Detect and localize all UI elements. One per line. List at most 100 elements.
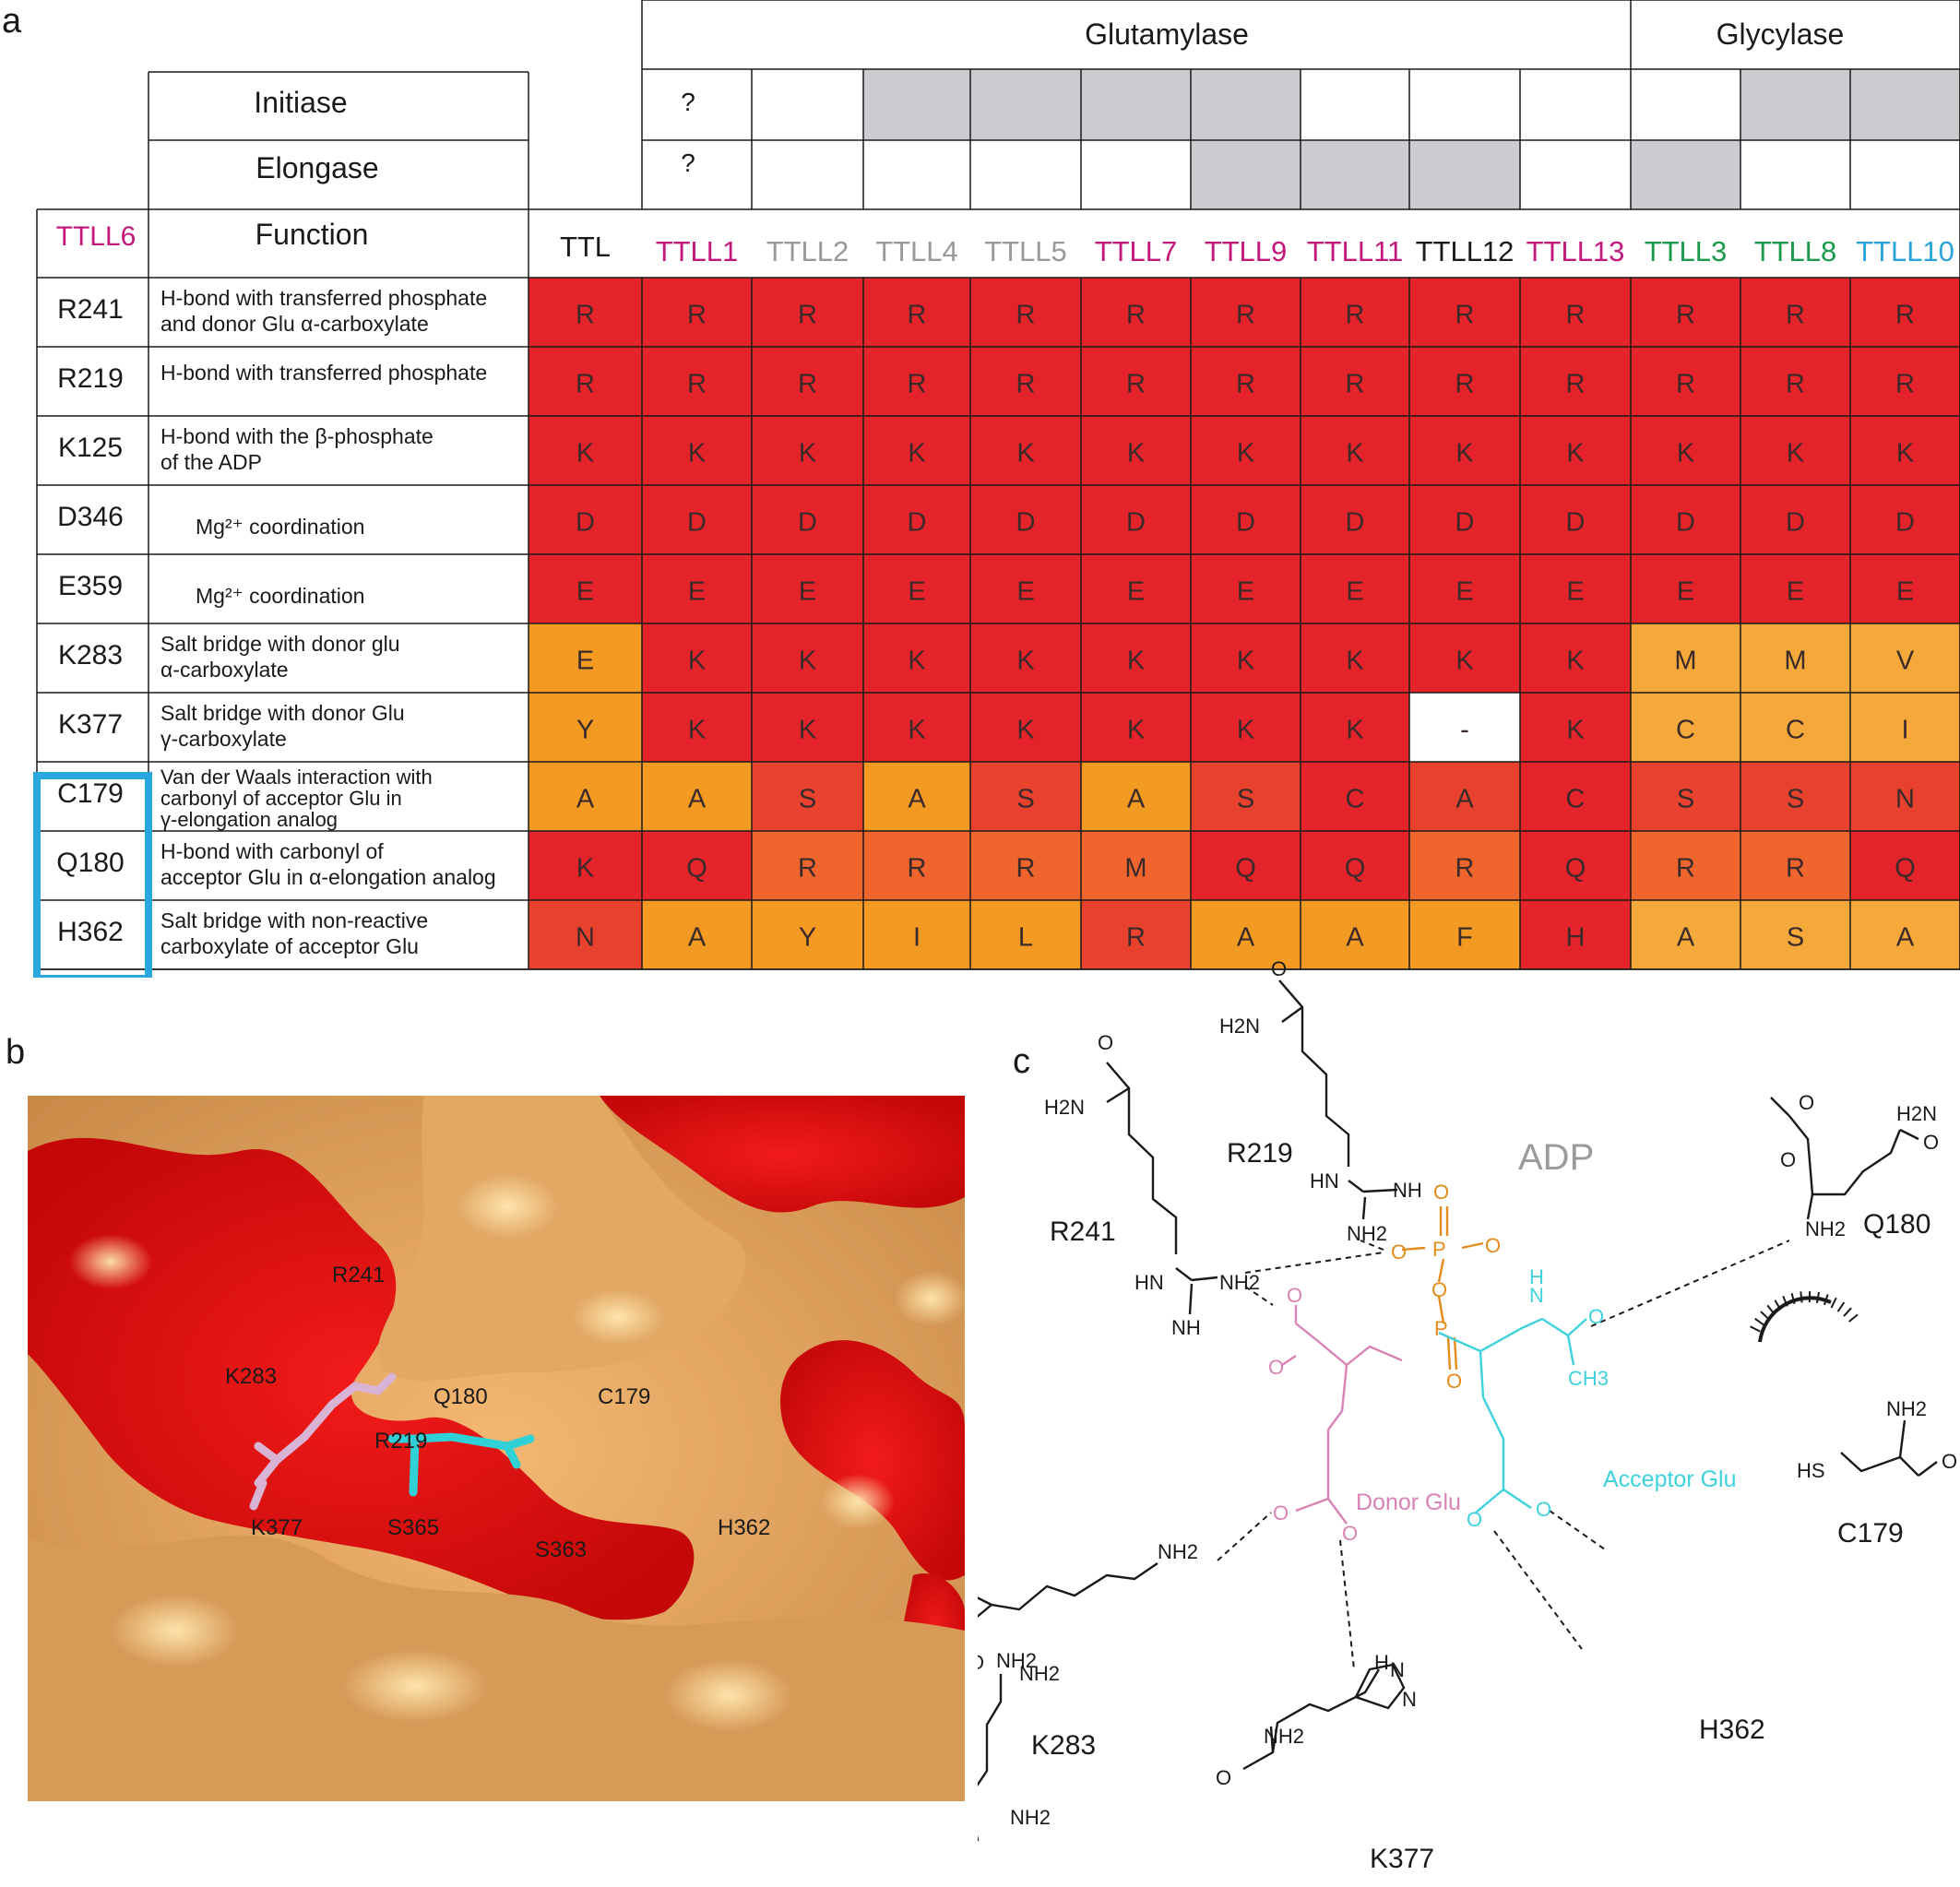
residue-cell <box>1850 416 1960 485</box>
residue-cell <box>1409 485 1520 554</box>
function-text: γ-elongation analog <box>160 808 338 831</box>
atom-label: N <box>1402 1688 1417 1711</box>
residue-bonds <box>978 979 1938 1842</box>
residue-cell <box>863 900 970 969</box>
hydrogen-bonds <box>1217 1240 1790 1670</box>
atom-label: NH <box>1393 1179 1422 1202</box>
residue-letter: R <box>1676 301 1695 330</box>
residue-letter: R <box>1786 370 1805 399</box>
residue-cell <box>1520 554 1631 623</box>
residue-letter: K <box>1346 439 1364 469</box>
residue-cell <box>1081 416 1191 485</box>
function-text: H-bond with the β-phosphate <box>160 424 434 448</box>
residue-cell <box>1081 554 1191 623</box>
residue-cell <box>970 623 1081 693</box>
residue-cell <box>1409 693 1520 762</box>
panel-label-a: a <box>2 2 22 41</box>
ttll6-residue: K377 <box>58 709 123 740</box>
residue-cell <box>1191 831 1301 900</box>
atom-o: O <box>1446 1370 1462 1393</box>
ttll6-residue: H362 <box>57 917 124 947</box>
residue-cell <box>1081 762 1191 831</box>
ttll6-label: TTLL6 <box>56 221 137 252</box>
residue-cell <box>1740 762 1850 831</box>
residue-letter: K <box>1016 439 1035 469</box>
residue-q180: Q180 <box>1863 1209 1930 1240</box>
residue-letter: C <box>1786 716 1805 745</box>
residue-letter: K <box>908 439 926 469</box>
atom-n: N <box>1529 1284 1544 1307</box>
residue-letter: R <box>798 854 817 884</box>
column-header: TTLL2 <box>766 235 849 267</box>
residue-letter: K <box>908 647 926 676</box>
residue-letter: D <box>908 508 927 538</box>
initiase-label: Initiase <box>254 86 347 119</box>
residue-letter: R <box>1126 301 1146 330</box>
residue-letter: Y <box>576 716 594 745</box>
column-header: TTLL11 <box>1307 235 1404 267</box>
column-header: TTLL9 <box>1205 235 1288 267</box>
atom-label: O <box>1780 1148 1796 1171</box>
atom-o: O <box>1271 959 1287 980</box>
elongase-cell <box>1631 140 1740 209</box>
residue-cell <box>1301 554 1409 623</box>
residue-letter: M <box>1674 647 1696 676</box>
red-surface-right <box>780 1340 965 1581</box>
residue-cell <box>1520 347 1631 416</box>
residue-letter: K <box>1016 716 1035 745</box>
residue-cell <box>642 416 752 485</box>
ttll6-residue: Q180 <box>56 848 124 878</box>
atom-nh2: H2N <box>1219 1015 1260 1038</box>
residue-cell <box>1850 485 1960 554</box>
residue-cell <box>1409 762 1520 831</box>
residue-letter: K <box>1677 439 1695 469</box>
residue-letter: R <box>1346 370 1365 399</box>
residue-letter: N <box>576 923 595 953</box>
residue-cell <box>1301 831 1409 900</box>
ttll6-residue: K125 <box>58 433 123 463</box>
ttll6-residue: C179 <box>57 778 124 809</box>
residue-letter: R <box>576 370 595 399</box>
residue-k377: K377 <box>1370 1844 1434 1874</box>
residue-letter: S <box>1787 923 1804 953</box>
residue-cell <box>1409 416 1520 485</box>
atom-label: O <box>1799 1091 1814 1114</box>
residue-letter: K <box>1896 439 1915 469</box>
residue-letter: R <box>1346 301 1365 330</box>
residue-cell <box>863 762 970 831</box>
residue-cell <box>529 485 642 554</box>
residue-letter: R <box>1895 370 1915 399</box>
residue-cell <box>529 554 642 623</box>
atom-o: O <box>1536 1498 1551 1521</box>
column-header: TTLL1 <box>656 235 739 267</box>
residue-cell <box>863 485 970 554</box>
residue-cell <box>1301 900 1409 969</box>
adp-bonds <box>1401 1206 1484 1371</box>
function-text: carboxylate of acceptor Glu <box>160 934 419 958</box>
residue-cell <box>1850 347 1960 416</box>
residue-letter: D <box>798 508 817 538</box>
surface-residue-label: H362 <box>718 1515 770 1540</box>
residue-cell <box>1740 347 1850 416</box>
residue-letter: E <box>1896 577 1914 607</box>
atom-label: NH2 <box>1264 1725 1304 1748</box>
donor-glu-sticks <box>249 1372 397 1511</box>
residue-cell <box>970 762 1081 831</box>
residue-letter: A <box>576 785 595 814</box>
residue-letter: Q <box>1565 854 1586 884</box>
atom-ch3: CH3 <box>1568 1367 1609 1390</box>
residue-letter: K <box>1787 439 1805 469</box>
residue-letter: E <box>799 577 816 607</box>
residue-letter: E <box>1127 577 1145 607</box>
elongase-cell <box>1301 140 1409 209</box>
residue-letter: K <box>1566 439 1585 469</box>
residue-cell <box>752 693 863 762</box>
residue-cell <box>1520 900 1631 969</box>
residue-letter: K <box>688 716 707 745</box>
function-text: Mg²⁺ coordination <box>196 584 364 608</box>
function-text: H-bond with transferred phosphate <box>160 361 487 385</box>
residue-cell <box>752 485 863 554</box>
initiase-cell <box>1850 69 1960 140</box>
residue-letter: I <box>913 923 921 953</box>
atom-o: O <box>1342 1522 1358 1545</box>
